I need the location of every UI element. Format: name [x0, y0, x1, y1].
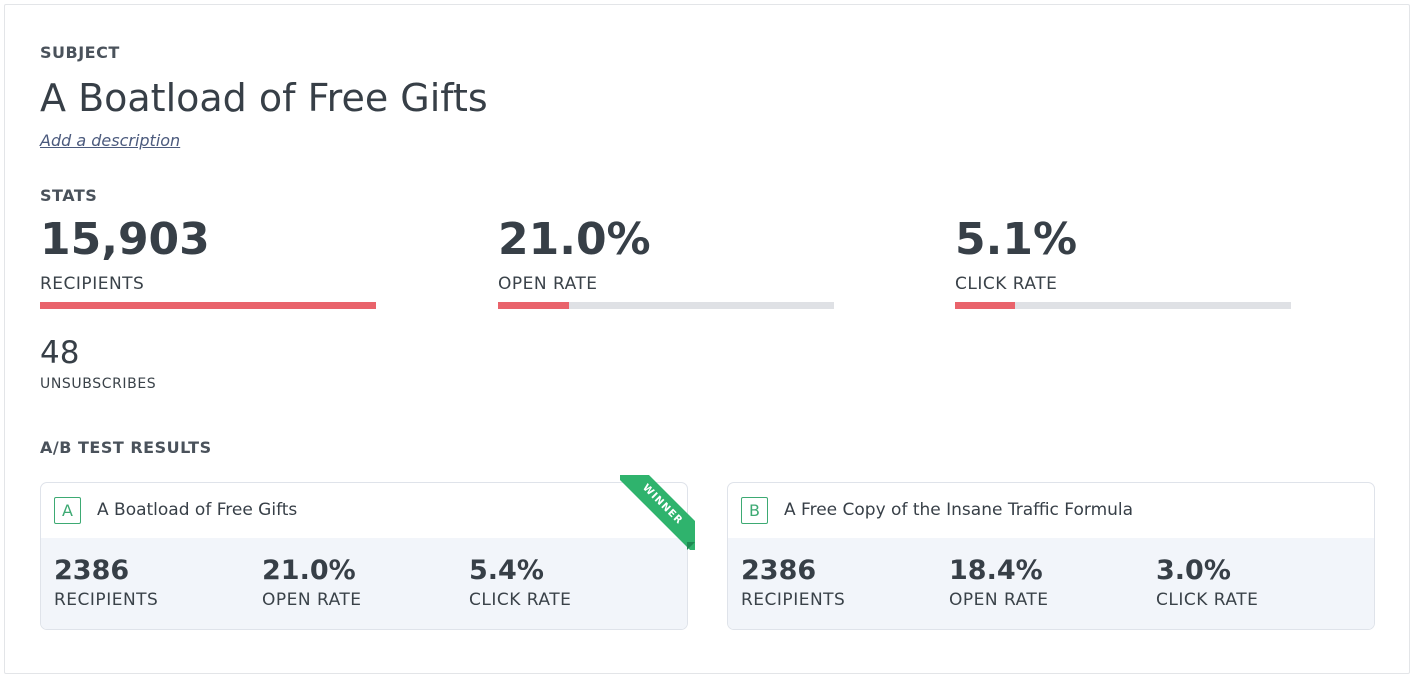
click-rate-progress-bar [955, 302, 1291, 309]
metric-label: CLICK RATE [469, 590, 572, 610]
stat-unsubscribes: 48 UNSUBSCRIBES [40, 333, 156, 392]
stat-label: RECIPIENTS [40, 274, 145, 294]
winner-ribbon: WINNER [620, 475, 695, 550]
variant-metric-recipients: 2386 RECIPIENTS [741, 554, 845, 610]
stat-value: 21.0% [498, 214, 651, 265]
variant-metric-click-rate: 3.0% CLICK RATE [1156, 554, 1258, 610]
metric-label: RECIPIENTS [741, 590, 846, 610]
stats-section-label: STATS [40, 186, 98, 205]
stat-label: OPEN RATE [498, 274, 598, 294]
recipients-progress-bar [40, 302, 376, 309]
open-rate-progress-bar [498, 302, 834, 309]
variant-metrics: 2386 RECIPIENTS 18.4% OPEN RATE 3.0% CLI… [728, 538, 1374, 629]
metric-value: 3.0% [1156, 555, 1231, 586]
ab-variant-card-b: B A Free Copy of the Insane Traffic Form… [727, 482, 1375, 630]
variant-header: A A Boatload of Free Gifts [41, 483, 687, 538]
metric-label: CLICK RATE [1156, 590, 1259, 610]
stat-open-rate: 21.0% OPEN RATE [498, 212, 834, 309]
progress-fill [955, 302, 1016, 309]
add-description-link[interactable]: Add a description [40, 131, 181, 150]
metric-value: 5.4% [469, 555, 544, 586]
stat-value: 15,903 [40, 214, 210, 265]
variant-metrics: 2386 RECIPIENTS 21.0% OPEN RATE 5.4% CLI… [41, 538, 687, 629]
stat-label: CLICK RATE [955, 274, 1058, 294]
ab-variant-card-a: A A Boatload of Free Gifts 2386 RECIPIEN… [40, 475, 695, 630]
variant-subject: A Boatload of Free Gifts [97, 500, 298, 520]
metric-label: OPEN RATE [949, 590, 1049, 610]
variant-badge: B [741, 497, 768, 524]
unsubscribes-value: 48 [40, 335, 80, 371]
stat-value: 5.1% [955, 214, 1078, 265]
unsubscribes-label: UNSUBSCRIBES [40, 376, 157, 392]
metric-label: RECIPIENTS [54, 590, 159, 610]
variant-metric-recipients: 2386 RECIPIENTS [54, 554, 158, 610]
subject-title: A Boatload of Free Gifts [40, 76, 488, 120]
metric-label: OPEN RATE [262, 590, 362, 610]
progress-fill [498, 302, 569, 309]
variant-subject: A Free Copy of the Insane Traffic Formul… [784, 500, 1134, 520]
winner-ribbon-fold [687, 542, 695, 550]
winner-ribbon-label: WINNER [620, 475, 695, 550]
metric-value: 21.0% [262, 555, 356, 586]
stat-click-rate: 5.1% CLICK RATE [955, 212, 1291, 309]
variant-header: B A Free Copy of the Insane Traffic Form… [728, 483, 1374, 538]
metric-value: 2386 [54, 555, 130, 586]
progress-fill [40, 302, 376, 309]
metric-value: 18.4% [949, 555, 1043, 586]
ab-test-section-label: A/B TEST RESULTS [40, 438, 212, 457]
stat-recipients: 15,903 RECIPIENTS [40, 212, 376, 309]
metric-value: 2386 [741, 555, 817, 586]
variant-badge: A [54, 497, 81, 524]
variant-metric-open-rate: 18.4% OPEN RATE [949, 554, 1049, 610]
variant-metric-click-rate: 5.4% CLICK RATE [469, 554, 571, 610]
subject-section-label: SUBJECT [40, 43, 120, 62]
variant-metric-open-rate: 21.0% OPEN RATE [262, 554, 362, 610]
